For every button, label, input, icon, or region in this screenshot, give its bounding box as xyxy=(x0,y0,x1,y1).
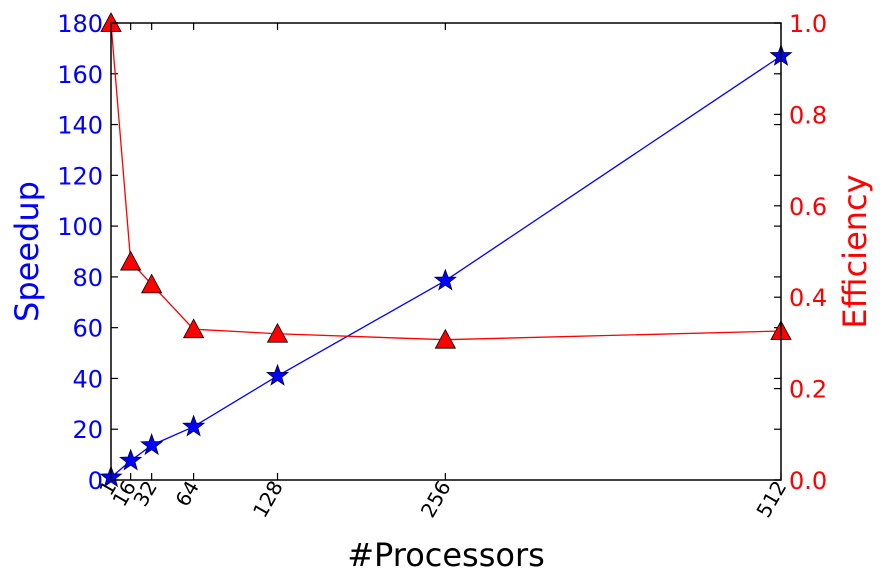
right-axis-ticks: 0.0 0.2 0.4 0.6 0.8 1.0 xyxy=(774,10,827,495)
left-tick-label: 140 xyxy=(57,112,103,140)
efficiency-line xyxy=(110,22,782,341)
left-tick-label: 80 xyxy=(72,264,103,292)
efficiency-point xyxy=(266,322,289,343)
left-tick-label: 120 xyxy=(57,162,103,190)
x-tick-label: 64 xyxy=(170,477,204,511)
speedup-line xyxy=(110,55,782,478)
left-axis-label: Speedup xyxy=(8,181,46,322)
x-tick-label: 32 xyxy=(128,477,162,511)
efficiency-point xyxy=(119,250,142,271)
efficiency-point xyxy=(182,318,205,339)
x-tick-label: 256 xyxy=(416,477,456,522)
left-tick-label: 20 xyxy=(72,416,103,444)
right-axis-label: Efficiency xyxy=(836,174,874,328)
efficiency-point xyxy=(434,328,457,349)
left-tick-label: 100 xyxy=(57,213,103,241)
right-tick-label: 0.0 xyxy=(789,467,827,495)
right-tick-label: 0.2 xyxy=(789,376,827,404)
right-tick-label: 0.6 xyxy=(789,193,827,221)
right-tick-label: 1.0 xyxy=(789,10,827,38)
left-tick-label: 0 xyxy=(88,467,103,495)
x-tick-label: 128 xyxy=(248,477,288,522)
speedup-point xyxy=(182,414,206,437)
left-tick-label: 60 xyxy=(72,315,103,343)
speedup-point xyxy=(265,363,290,386)
left-tick-label: 180 xyxy=(57,10,103,38)
right-tick-label: 0.4 xyxy=(789,284,827,312)
left-axis-ticks: 0 20 40 60 80 100 120 140 160 180 xyxy=(57,10,781,495)
left-tick-label: 40 xyxy=(72,365,103,393)
speedup-point xyxy=(140,433,164,456)
plot-frame xyxy=(110,22,782,481)
speedup-point xyxy=(119,448,143,471)
efficiency-point xyxy=(140,273,163,294)
x-axis-label: #Processors xyxy=(347,536,545,574)
x-tick-label: 512 xyxy=(751,477,791,522)
left-tick-label: 160 xyxy=(57,61,103,89)
speedup-point xyxy=(433,268,457,291)
series-layer xyxy=(99,12,793,488)
right-tick-label: 0.8 xyxy=(789,101,827,129)
